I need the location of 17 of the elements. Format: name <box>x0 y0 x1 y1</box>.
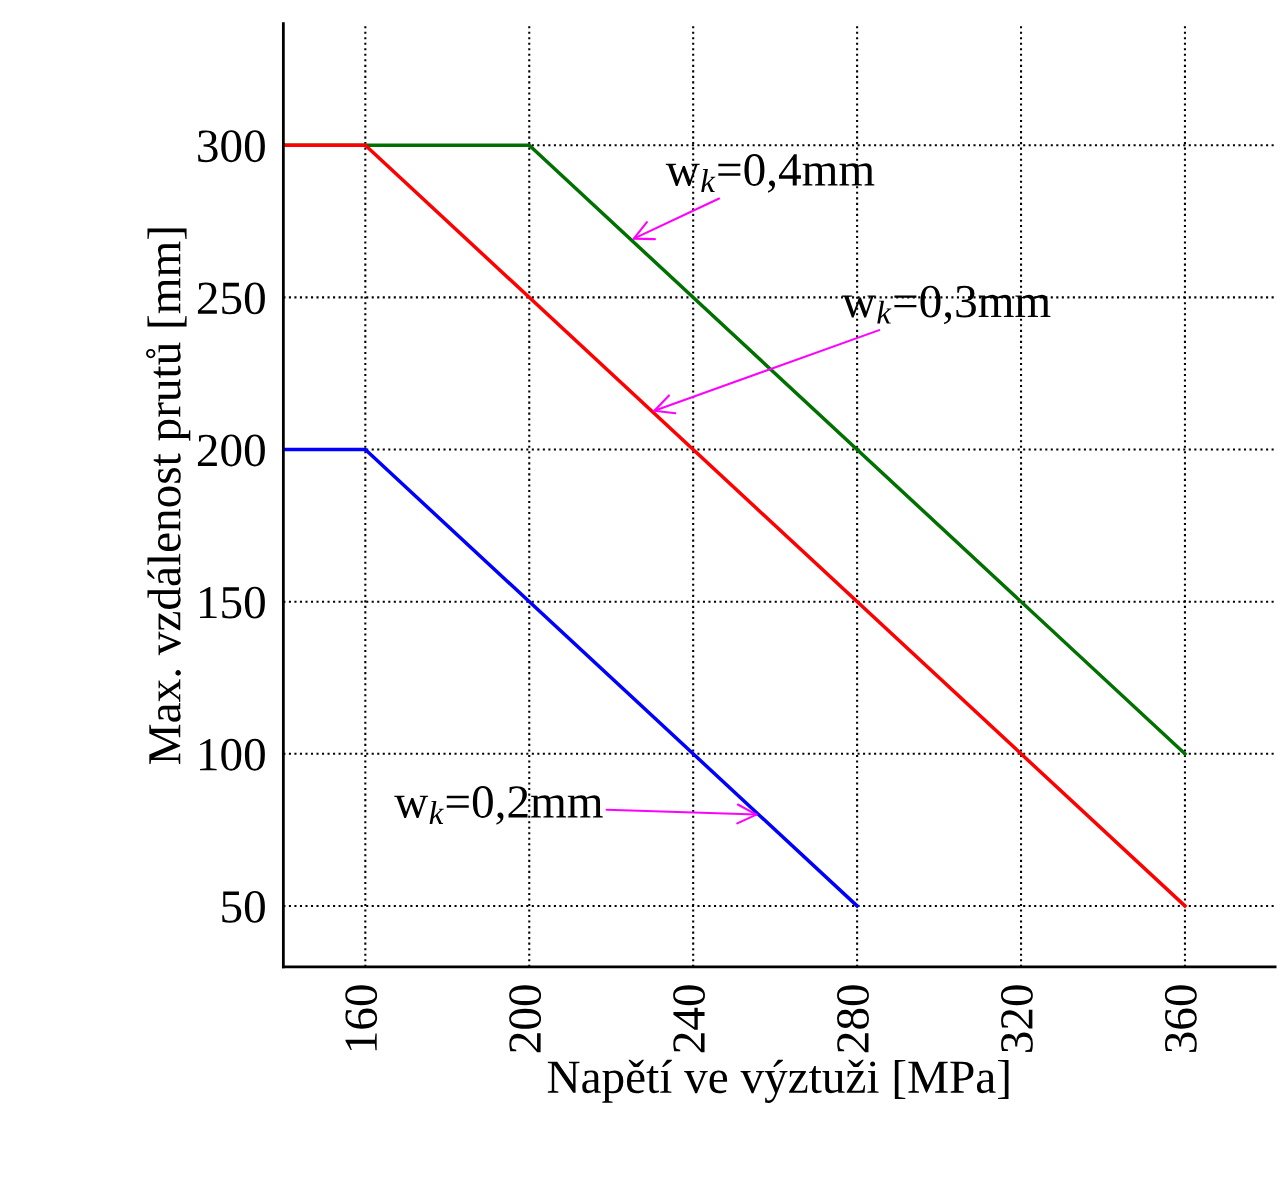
y-tick-label: 150 <box>200 586 265 619</box>
annotation: w$_{k}$=0,4mm <box>665 154 875 193</box>
x-tick-label: 160 <box>345 985 378 1051</box>
x-tick-label: 280 <box>837 985 869 1053</box>
y-tick-label: 250 <box>197 282 265 315</box>
y-tick-label: 100 <box>200 738 265 771</box>
y-axis-title: Max. vzdálenost prutů [mm] <box>146 228 191 764</box>
x-tick-label: 320 <box>1000 985 1033 1053</box>
y-tick-label: 300 <box>198 130 265 163</box>
x-axis-title: Napětí ve výztuži [MPa] <box>547 1059 1009 1103</box>
y-tick-label: 200 <box>197 434 265 467</box>
x-tick-label: 200 <box>509 985 542 1053</box>
y-tick-label: 50 <box>222 890 265 923</box>
annotation: w$_{k}$=0,3mm <box>841 285 1051 325</box>
annotation: w$_{k}$=0,2mm <box>394 786 603 825</box>
x-tick-label: 240 <box>673 985 705 1053</box>
x-tick-label: 360 <box>1164 985 1197 1053</box>
